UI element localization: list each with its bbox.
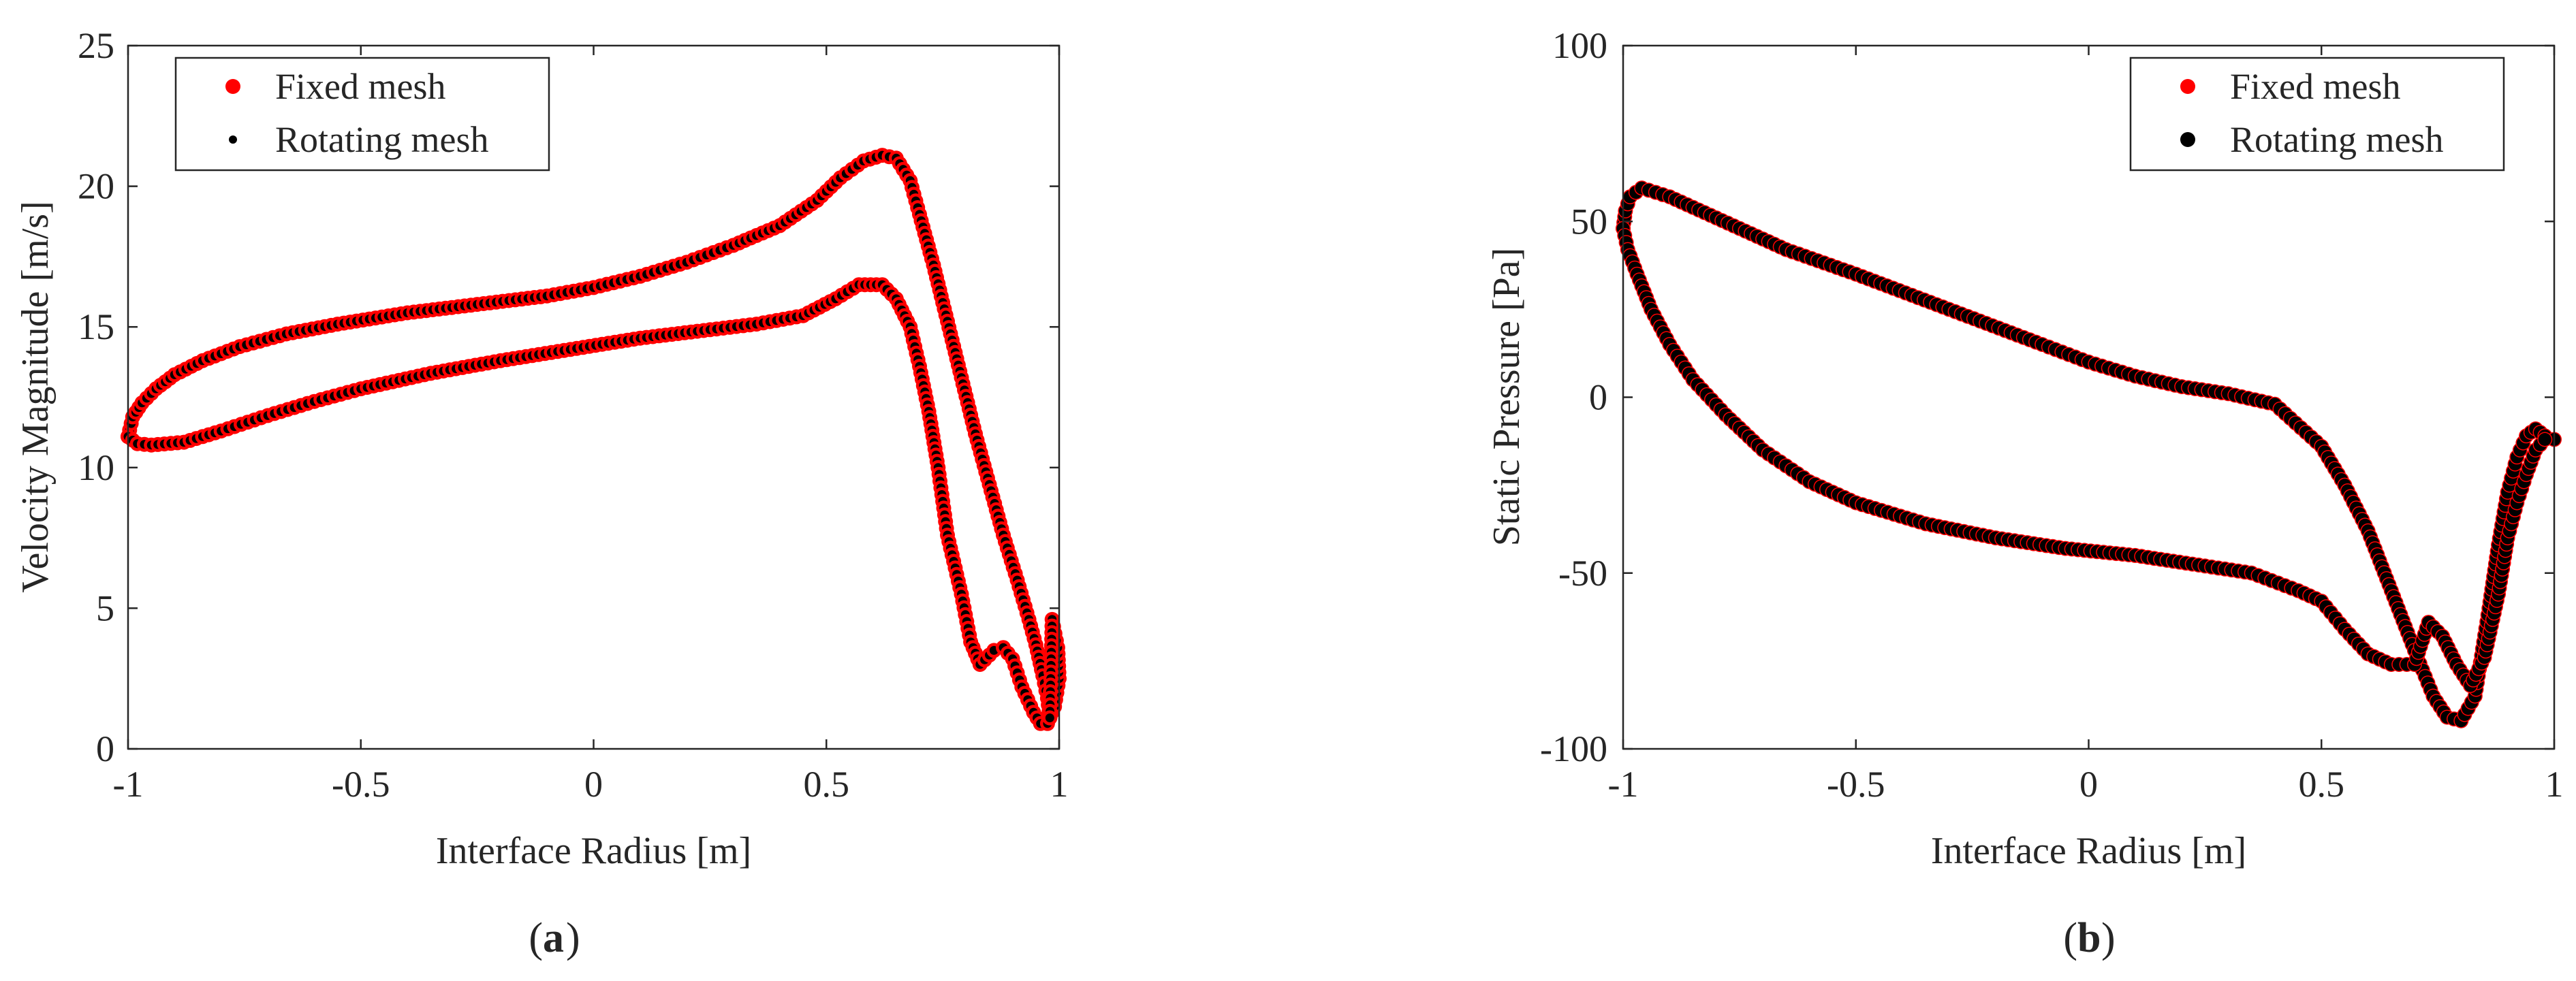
y-tick-label-b-0: 0 bbox=[1589, 377, 1607, 418]
y-tick-label-a-15: 15 bbox=[78, 306, 114, 347]
axis-ticks-b bbox=[1622, 44, 2556, 750]
x-tick-label-a-m05: -0.5 bbox=[332, 764, 390, 805]
x-tick-label-b-m1: -1 bbox=[1608, 764, 1639, 805]
panel-caption-letter-a: a bbox=[543, 915, 564, 961]
legend-label-fixed-mesh-a: Fixed mesh bbox=[275, 66, 446, 107]
legend-label-fixed-mesh-b: Fixed mesh bbox=[2230, 66, 2401, 107]
legend-label-rotating-mesh-a: Rotating mesh bbox=[275, 119, 488, 160]
y-axis-title-b: Static Pressure [Pa] bbox=[1486, 248, 1528, 547]
data-points-a bbox=[121, 148, 1067, 731]
x-axis-title-a: Interface Radius [m] bbox=[436, 830, 751, 872]
panel-caption-letter-b: b bbox=[2077, 915, 2101, 961]
axis-ticks-a bbox=[127, 44, 1061, 750]
legend-a: Fixed mesh Rotating mesh bbox=[174, 57, 550, 172]
y-tick-label-a-25: 25 bbox=[78, 25, 114, 66]
panel-caption-a: ( a ) bbox=[529, 915, 580, 961]
legend-label-rotating-mesh-b: Rotating mesh bbox=[2230, 119, 2443, 160]
y-tick-label-a-5: 5 bbox=[96, 588, 114, 628]
rotating-mesh-point bbox=[1045, 713, 1054, 722]
y-tick-label-b-m100: -100 bbox=[1540, 728, 1607, 769]
panel-caption-close-paren-a: ) bbox=[566, 915, 580, 961]
legend-box-b bbox=[2129, 57, 2505, 172]
legend-marker-fixed-mesh-b bbox=[2180, 79, 2195, 94]
x-axis-title-b: Interface Radius [m] bbox=[1931, 830, 2246, 872]
y-tick-label-a-20: 20 bbox=[78, 166, 114, 207]
x-tick-label-b-1: 1 bbox=[2545, 764, 2564, 805]
x-tick-label-a-1: 1 bbox=[1050, 764, 1069, 805]
y-tick-label-b-m50: -50 bbox=[1558, 553, 1607, 594]
x-tick-label-a-m1: -1 bbox=[113, 764, 144, 805]
panel-caption-open-paren-a: ( bbox=[529, 915, 543, 961]
legend-b: Fixed mesh Rotating mesh bbox=[2129, 57, 2505, 172]
legend-marker-fixed-mesh-a bbox=[225, 79, 240, 94]
x-tick-label-b-m05: -0.5 bbox=[1827, 764, 1885, 805]
x-tick-label-a-0: 0 bbox=[584, 764, 603, 805]
y-tick-label-b-100: 100 bbox=[1552, 25, 1607, 66]
panel-caption-close-paren-b: ) bbox=[2101, 915, 2116, 961]
rotating-mesh-point bbox=[2538, 433, 2551, 446]
chart-panel-a: 0 5 10 15 20 25 -1 -0.5 0 0.5 1 Interfac… bbox=[14, 25, 1069, 961]
x-tick-label-b-05: 0.5 bbox=[2299, 764, 2345, 805]
legend-marker-rotating-mesh-b bbox=[2180, 132, 2195, 147]
legend-box-a bbox=[174, 57, 550, 172]
y-tick-label-a-0: 0 bbox=[96, 728, 114, 769]
y-tick-label-a-10: 10 bbox=[78, 447, 114, 488]
panel-caption-open-paren-b: ( bbox=[2063, 915, 2077, 961]
y-tick-label-b-50: 50 bbox=[1571, 201, 1607, 242]
data-points-b bbox=[1616, 180, 2562, 728]
chart-panel-b: -100 -50 0 50 100 -1 -0.5 0 0.5 1 Interf… bbox=[1486, 25, 2564, 961]
panel-caption-b: ( b ) bbox=[2063, 915, 2115, 961]
x-tick-label-b-0: 0 bbox=[2079, 764, 2098, 805]
y-axis-title-a: Velocity Magnitude [m/s] bbox=[14, 201, 57, 592]
legend-marker-rotating-mesh-a bbox=[229, 135, 237, 144]
x-tick-label-a-05: 0.5 bbox=[804, 764, 850, 805]
